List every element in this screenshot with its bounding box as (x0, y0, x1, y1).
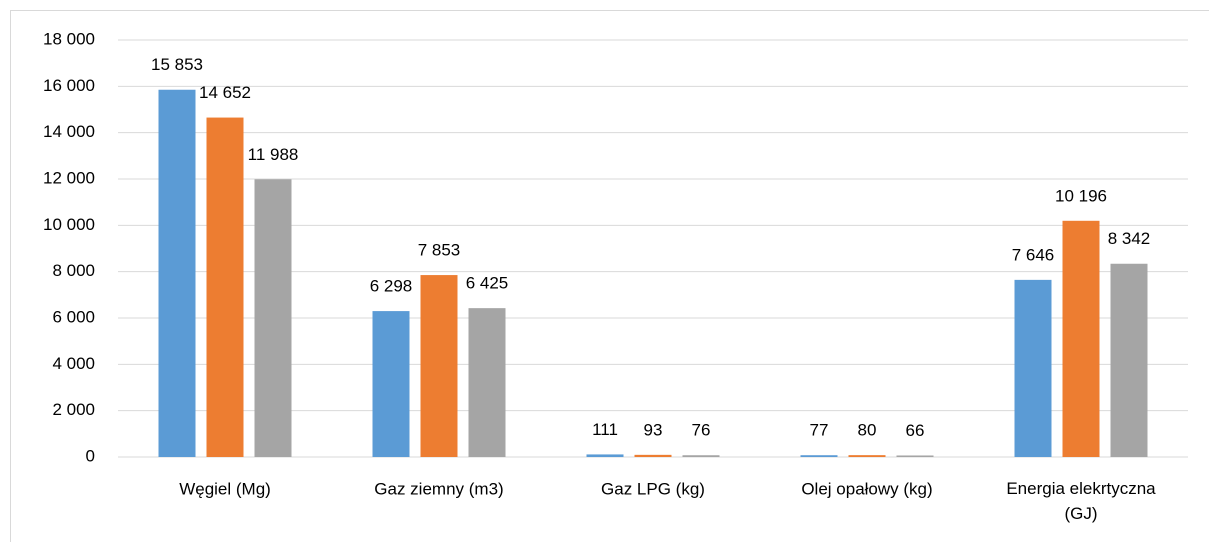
y-tick-label: 0 (86, 446, 95, 465)
value-label: 77 (810, 421, 829, 440)
value-label: 15 853 (151, 55, 203, 74)
bar (848, 455, 886, 457)
bar (206, 117, 244, 457)
value-label: 10 196 (1055, 186, 1107, 205)
y-tick-label: 18 000 (43, 29, 95, 48)
bar (468, 308, 506, 457)
bar (372, 311, 410, 457)
value-label: 76 (692, 421, 711, 440)
bar (158, 89, 196, 457)
x-tick-label-line: (GJ) (1064, 504, 1097, 523)
value-label: 6 425 (466, 274, 509, 293)
y-tick-label: 2 000 (52, 400, 95, 419)
y-tick-label: 14 000 (43, 122, 95, 141)
bar (682, 455, 720, 457)
bar (254, 179, 292, 457)
x-tick-label: Energia elekrtyczna (GJ) (1006, 479, 1156, 523)
y-tick-label: 4 000 (52, 354, 95, 373)
bar (896, 455, 934, 457)
x-tick-label: Gaz ziemny (m3) (374, 479, 503, 498)
y-tick-label: 12 000 (43, 168, 95, 187)
y-tick-label: 6 000 (52, 307, 95, 326)
value-label: 93 (644, 420, 663, 439)
bar (586, 454, 624, 457)
x-tick-label: Węgiel (Mg) (179, 479, 271, 498)
value-label: 80 (858, 421, 877, 440)
y-tick-label: 16 000 (43, 76, 95, 95)
bar (1062, 220, 1100, 457)
value-label: 111 (592, 420, 618, 439)
x-tick-label: Gaz LPG (kg) (601, 479, 705, 498)
value-label: 14 652 (199, 83, 251, 102)
bar (800, 455, 838, 457)
value-label: 8 342 (1108, 229, 1151, 248)
y-tick-label: 10 000 (43, 215, 95, 234)
value-label: 11 988 (248, 145, 299, 164)
chart-frame (10, 10, 1209, 542)
bar (1014, 279, 1052, 457)
x-tick-label-line: Energia elekrtyczna (1006, 479, 1156, 498)
y-tick-label: 8 000 (52, 261, 95, 280)
value-label: 7 646 (1012, 245, 1055, 264)
x-tick-label: Olej opałowy (kg) (801, 479, 932, 498)
value-label: 6 298 (370, 277, 413, 296)
value-label: 7 853 (418, 241, 461, 260)
value-label: 66 (906, 421, 925, 440)
bar (634, 454, 672, 457)
bar (1110, 263, 1148, 457)
bar (420, 275, 458, 457)
